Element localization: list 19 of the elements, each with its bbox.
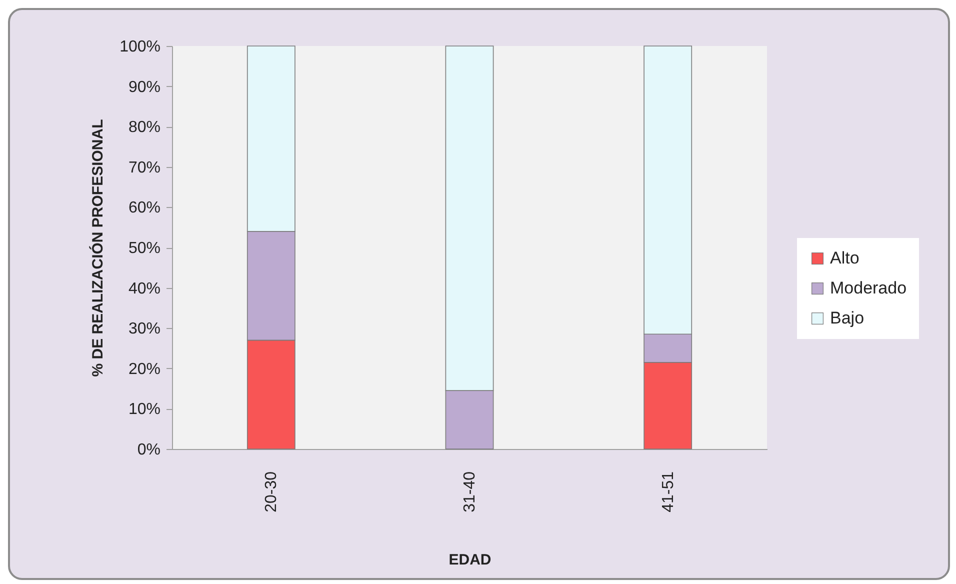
y-tick-label: 30% [128,320,160,338]
y-tick-label: 50% [128,240,160,257]
legend-label: Alto [830,248,860,268]
x-tick-label: 31-40 [462,471,478,512]
legend-label: Moderado [830,278,907,298]
y-axis-title: % DE REALIZACIÓN PROFESIONAL [88,119,107,377]
x-tick-label: 20-30 [263,471,280,512]
y-tick-label: 100% [120,38,160,56]
legend-label: Bajo [830,308,864,328]
y-tick-label: 0% [137,442,160,458]
y-tick-label: 70% [128,159,160,176]
y-tick-label: 10% [128,401,160,418]
y-tick-label: 20% [128,360,160,378]
y-tick-label: 90% [128,78,160,96]
y-tick-label: 60% [128,200,160,217]
x-axis-title: EDAD [448,551,492,568]
x-tick-label: 41-51 [660,471,677,512]
y-tick-label: 40% [128,280,160,298]
y-tick-label: 80% [128,119,160,136]
